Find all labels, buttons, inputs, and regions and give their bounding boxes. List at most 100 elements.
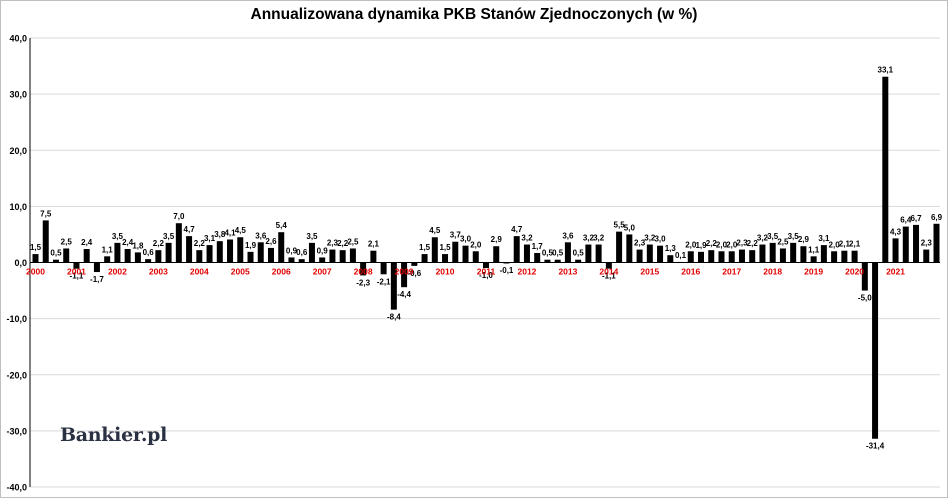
data-label: 0,9 [317,246,329,255]
data-label: -1,1 [602,272,616,281]
bar [872,262,879,439]
bar [83,249,90,263]
data-label: 3,1 [818,234,830,243]
data-label: 4,7 [184,225,196,234]
bar [329,249,336,263]
data-label: 1,1 [102,245,114,254]
bar [145,259,152,263]
data-label: 0,5 [50,249,62,258]
bar [698,251,705,263]
bar [390,262,397,310]
data-label: 1,9 [695,241,707,250]
bar [605,262,612,269]
bar [933,223,940,263]
bar [288,257,295,263]
bar [134,252,141,263]
bar [687,251,694,263]
data-label: 0,5 [573,249,585,258]
year-label: 2009 [395,267,414,277]
year-label: 2007 [313,267,332,277]
bar [564,242,571,263]
bar [431,237,438,263]
data-label: 3,2 [583,234,595,243]
data-label: 33,1 [878,66,894,75]
bar [646,244,653,263]
data-label: 1,8 [132,241,144,250]
bar [237,237,244,263]
data-label: 1,5 [30,243,42,252]
data-label: 3,5 [788,232,800,241]
year-label: 2001 [67,267,86,277]
bar [892,238,899,263]
year-label: 2010 [436,267,455,277]
year-label: 2003 [149,267,168,277]
data-label: 2,1 [368,240,380,249]
bar [554,259,561,263]
bar [216,241,223,263]
data-label: -1,7 [90,275,104,284]
data-label: 2,0 [716,240,728,249]
bar [370,250,377,263]
data-label: 3,2 [593,234,605,243]
data-label: -31,4 [866,442,885,451]
data-label: 1,7 [532,242,544,251]
data-label: -4,4 [397,290,411,299]
data-label: 2,0 [470,240,482,249]
y-tick-label: 40,0 [9,34,27,44]
bar [442,254,449,263]
bar [616,231,623,263]
data-label: 2,9 [491,235,503,244]
data-label: 1,9 [245,241,257,250]
bar [349,248,356,263]
data-label: 2,2 [153,239,165,248]
y-tick-label: 20,0 [9,146,27,156]
bar [861,262,868,291]
data-label: 2,2 [747,239,759,248]
data-label: 2,4 [81,238,93,247]
bar [380,262,387,275]
data-label: 2,0 [829,240,841,249]
bar [595,244,602,263]
data-label: 0,6 [296,248,308,257]
year-label: 2018 [763,267,782,277]
data-label: -0,6 [407,269,421,278]
y-tick-label: 0,0 [14,258,27,268]
bar [902,226,909,263]
data-label: 3,0 [460,235,472,244]
bar [523,244,530,263]
data-label: 4,5 [235,226,247,235]
bar [472,251,479,263]
data-label: 4,1 [224,228,236,237]
brand-suffix: .pl [140,424,168,446]
bar [155,250,162,263]
bar [667,255,674,263]
data-label: 3,7 [450,231,462,240]
bar [636,249,643,263]
data-label: 2,5 [777,237,789,246]
data-label: 5,5 [614,221,626,230]
bar [923,249,930,263]
bar [411,262,418,266]
bar [585,244,592,263]
data-label: 2,2 [706,239,718,248]
bar [913,224,920,263]
bar [769,242,776,263]
bar [42,220,49,263]
data-label: 7,0 [173,212,185,221]
bar [851,250,858,263]
data-label: -2,1 [377,277,391,286]
y-tick-label: -20,0 [6,370,27,380]
bar [810,256,817,263]
bar [452,241,459,263]
bar [298,259,305,263]
data-label: 2,4 [122,238,134,247]
data-label: 0,5 [542,249,554,258]
bar [104,256,111,263]
bar [124,249,131,263]
bar [206,245,213,263]
year-label: 2015 [640,267,659,277]
year-label: 2013 [558,267,577,277]
year-label: 2016 [681,267,700,277]
